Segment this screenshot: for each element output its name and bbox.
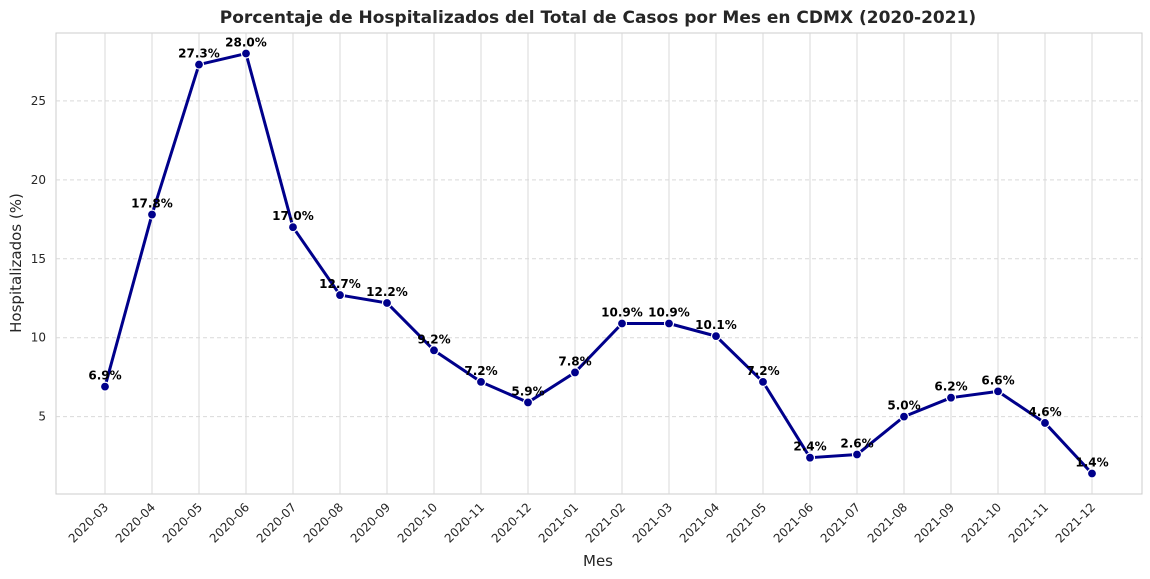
x-tick-label: 2020-11 xyxy=(442,500,487,545)
data-point xyxy=(522,397,534,408)
x-tick-label: 2021-06 xyxy=(771,500,816,545)
data-point xyxy=(193,59,205,70)
data-point xyxy=(1039,417,1051,429)
data-point xyxy=(428,345,440,356)
x-tick-label: 2021-02 xyxy=(583,500,628,545)
data-point xyxy=(663,318,675,329)
x-tick-label: 2021-11 xyxy=(1006,500,1051,545)
x-tick-label: 2020-10 xyxy=(395,500,440,545)
x-tick-label: 2020-07 xyxy=(254,500,299,545)
data-point xyxy=(898,411,910,422)
data-point xyxy=(99,381,111,392)
data-point xyxy=(757,376,769,388)
x-tick-label: 2021-05 xyxy=(724,500,769,545)
x-tick-label: 2021-01 xyxy=(536,500,581,545)
data-label: 10.1% xyxy=(695,318,737,332)
data-label: 5.0% xyxy=(887,399,920,413)
data-labels: 6.9% 17.8% 27.3% 28.0% 17.0% 12.7% 12.2% 9.2% 7.… xyxy=(88,36,1108,470)
data-label: 2.6% xyxy=(840,437,873,451)
data-point xyxy=(1086,468,1098,479)
data-point xyxy=(804,452,816,463)
data-point xyxy=(616,318,628,329)
x-tick-label: 2020-09 xyxy=(348,500,393,545)
data-label: 4.6% xyxy=(1028,405,1061,419)
data-label: 28.0% xyxy=(225,36,267,50)
data-label: 10.9% xyxy=(601,305,643,319)
data-label: 2.4% xyxy=(793,440,826,454)
data-label: 12.7% xyxy=(319,277,361,291)
data-point xyxy=(569,367,581,378)
y-tick-label: 25 xyxy=(31,94,46,108)
series-line xyxy=(103,52,1094,475)
data-point xyxy=(475,376,487,388)
x-tick-label: 2020-03 xyxy=(66,500,111,545)
data-label: 5.9% xyxy=(511,384,544,398)
y-tick-label: 20 xyxy=(31,173,46,187)
data-label: 1.4% xyxy=(1075,455,1108,469)
series-hospitalizados xyxy=(99,48,1098,479)
data-point xyxy=(381,297,393,309)
plot-area xyxy=(55,32,1143,495)
data-point xyxy=(945,392,957,403)
x-tick-label: 2020-05 xyxy=(160,500,205,545)
data-label: 12.2% xyxy=(366,285,408,299)
y-tick-label: 10 xyxy=(31,331,46,345)
x-tick-label: 2021-07 xyxy=(818,500,863,545)
data-label: 7.8% xyxy=(558,354,591,368)
x-tick-label: 2021-08 xyxy=(865,500,910,545)
x-tick-label: 2020-04 xyxy=(113,500,158,545)
x-tick-label: 2020-12 xyxy=(489,500,534,545)
data-point xyxy=(287,222,299,233)
x-tick-labels: 2020-03 2020-04 2020-05 2020-06 2020-07 2020-… xyxy=(66,500,1098,545)
y-tick-label: 15 xyxy=(31,252,46,266)
data-label: 7.2% xyxy=(746,364,779,378)
data-label: 17.0% xyxy=(272,209,314,223)
x-tick-label: 2021-04 xyxy=(677,500,722,545)
data-label: 17.8% xyxy=(131,197,173,211)
x-tick-label: 2020-06 xyxy=(207,500,252,545)
y-tick-label: 5 xyxy=(38,410,46,424)
x-axis-label: Mes xyxy=(583,552,613,570)
x-tick-label: 2021-12 xyxy=(1053,500,1098,545)
data-label: 9.2% xyxy=(417,332,450,346)
data-point xyxy=(334,289,346,301)
data-point xyxy=(851,449,863,460)
data-label: 6.9% xyxy=(88,369,121,383)
x-tick-label: 2021-10 xyxy=(959,500,1004,545)
x-grid xyxy=(104,33,1093,494)
data-label: 10.9% xyxy=(648,305,690,319)
x-tick-label: 2020-08 xyxy=(301,500,346,545)
data-label: 6.2% xyxy=(934,380,967,394)
data-label: 27.3% xyxy=(178,47,220,61)
x-tick-label: 2021-03 xyxy=(630,500,675,545)
data-point xyxy=(710,331,722,342)
data-point xyxy=(240,48,252,59)
x-tick-label: 2021-09 xyxy=(912,500,957,545)
chart-title: Porcentaje de Hospitalizados del Total d… xyxy=(220,8,976,28)
y-axis-label: Hospitalizados (%) xyxy=(7,193,25,333)
data-point xyxy=(146,209,158,220)
y-grid xyxy=(56,100,1142,418)
y-tick-labels: 5 10 15 20 25 xyxy=(31,94,46,424)
data-label: 6.6% xyxy=(981,373,1014,387)
data-point xyxy=(992,386,1004,397)
data-label: 7.2% xyxy=(464,364,497,378)
